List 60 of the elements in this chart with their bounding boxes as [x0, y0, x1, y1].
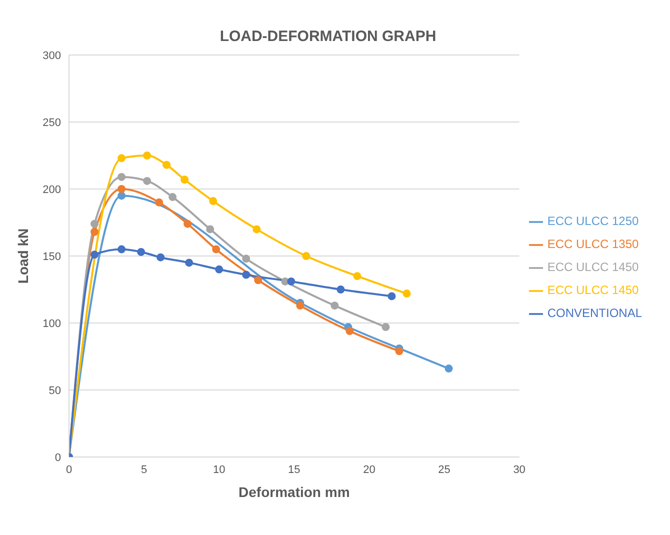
point: [212, 245, 220, 254]
x-tick-label: 5: [140, 464, 148, 476]
point: [336, 286, 345, 294]
y-tick-label: 250: [42, 116, 61, 129]
y-tick-label: 0: [54, 452, 61, 464]
point: [118, 245, 126, 254]
point: [330, 302, 339, 310]
point: [118, 185, 126, 193]
point: [143, 176, 152, 185]
point: [242, 270, 250, 279]
point: [118, 192, 126, 200]
x-tick-label: 30: [513, 464, 526, 476]
point: [118, 154, 126, 162]
point: [254, 276, 262, 284]
y-tick-label: 150: [42, 250, 61, 263]
point: [302, 252, 310, 260]
y-tick-label: 300: [42, 50, 61, 62]
legend-label: ECC ULCC 1450: [547, 260, 639, 274]
point: [402, 290, 411, 298]
point: [346, 327, 354, 336]
x-tick-label: 10: [212, 464, 226, 476]
point: [90, 228, 99, 236]
y-tick-label: 100: [42, 318, 61, 330]
point: [185, 258, 194, 267]
point: [156, 253, 165, 262]
point: [209, 197, 218, 206]
point: [388, 292, 396, 300]
y-tick-label: 200: [42, 184, 61, 196]
point: [180, 176, 189, 184]
point: [184, 220, 192, 228]
point: [143, 152, 152, 160]
point: [242, 254, 250, 263]
legend-label: ECC ULCC 1350: [547, 237, 639, 251]
x-tick-label: 0: [66, 464, 72, 476]
point: [215, 265, 224, 274]
point: [162, 160, 171, 169]
point: [90, 220, 99, 228]
point: [137, 248, 146, 256]
point: [155, 198, 164, 206]
point: [90, 250, 99, 259]
point: [252, 225, 261, 234]
point: [296, 302, 304, 310]
legend-label: ECC ULCC 1450: [547, 283, 639, 297]
point: [353, 272, 362, 280]
point: [206, 225, 214, 234]
point: [287, 277, 296, 286]
legend-label: CONVENTIONAL: [547, 306, 642, 320]
legend-label: ECC ULCC 1250: [547, 214, 639, 228]
x-axis-title: Deformation mm: [238, 484, 350, 500]
point: [444, 364, 453, 373]
x-tick-label: 25: [438, 464, 450, 476]
y-tick-label: 50: [48, 384, 61, 397]
point: [382, 323, 390, 332]
y-axis-title: Load kN: [14, 228, 31, 284]
point: [395, 347, 404, 356]
x-tick-label: 20: [363, 464, 376, 476]
chart-title: LOAD-DEFORMATION GRAPH: [218, 28, 438, 45]
point: [168, 193, 177, 202]
x-tick-label: 15: [288, 464, 300, 476]
point: [118, 172, 126, 181]
